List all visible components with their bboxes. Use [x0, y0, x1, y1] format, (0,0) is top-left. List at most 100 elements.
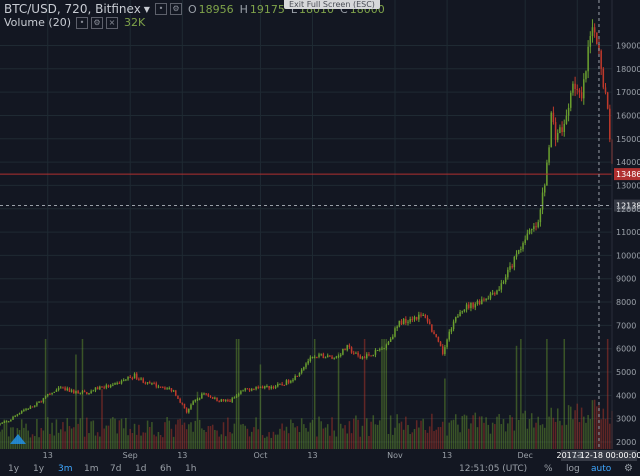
range-button-0[interactable]: 1y	[8, 464, 20, 474]
auto-toggle[interactable]: auto	[591, 464, 612, 474]
volume-bar	[513, 430, 516, 449]
volume-bar	[77, 423, 79, 449]
volume-bar	[125, 418, 127, 449]
volume-bar	[337, 352, 340, 449]
candle-body	[593, 27, 596, 33]
volume-bar	[426, 432, 429, 449]
candle-body	[300, 369, 303, 373]
candle-body	[305, 363, 307, 368]
settings-icon[interactable]: ⚙	[169, 3, 182, 15]
candle-body	[329, 355, 331, 357]
candle-body	[587, 46, 589, 72]
volume-bar	[470, 423, 472, 449]
volume-bar	[257, 429, 260, 449]
candle-body	[452, 321, 455, 330]
volume-bar	[452, 419, 455, 449]
close-icon[interactable]: ×	[106, 16, 118, 29]
volume-bar	[478, 416, 481, 449]
candle-body	[23, 409, 25, 411]
volume-bar	[309, 422, 312, 449]
volume-bar	[151, 422, 153, 449]
symbol-label[interactable]: BTC/USD, 720, Bitfinex	[4, 2, 141, 16]
candle-body	[576, 88, 579, 91]
candle-body	[522, 242, 524, 250]
candle-body	[283, 384, 286, 386]
percent-toggle[interactable]: %	[544, 464, 553, 474]
volume-bar	[535, 422, 537, 449]
settings-icon[interactable]: ⚙	[91, 16, 103, 29]
time-axis[interactable]: 13 Sep 13 Oct 13 Nov 13 Dec 13	[43, 451, 583, 460]
candle-body	[29, 406, 32, 409]
range-button-7d[interactable]: 7d	[110, 464, 122, 474]
log-toggle[interactable]: log	[566, 464, 580, 474]
range-button-1h[interactable]: 1h	[185, 464, 197, 474]
candle-body	[57, 387, 60, 391]
candle-body	[0, 423, 1, 425]
candle-body	[235, 395, 238, 398]
candle-body	[296, 375, 299, 377]
candle-body	[376, 350, 379, 352]
candle-body	[257, 387, 260, 389]
volume-bar	[413, 429, 416, 449]
range-button-3m[interactable]: 3m	[58, 464, 73, 474]
eye-icon[interactable]: •	[154, 3, 167, 15]
candle-body	[75, 391, 77, 394]
volume-bar	[270, 437, 273, 449]
candle-body	[86, 392, 88, 395]
volume-label[interactable]: Volume (20)	[4, 16, 71, 29]
volume-bar	[554, 421, 557, 449]
volume-bar	[157, 431, 160, 449]
volume-bar	[342, 428, 344, 449]
volume-bar	[565, 424, 568, 449]
gear-icon[interactable]: ⚙	[624, 463, 633, 474]
candle-body	[596, 32, 598, 45]
volume-bar	[133, 423, 136, 449]
price-axis[interactable]: 2000 3000 4000 5000 6000 7000 8000 9000 10000 110…	[611, 0, 640, 449]
candle-body	[146, 382, 149, 384]
candle-body	[363, 357, 366, 359]
candle-body	[385, 344, 388, 349]
candle-body	[101, 386, 103, 388]
range-button-1m[interactable]: 1m	[84, 464, 99, 474]
candle-body	[541, 192, 544, 210]
volume-bar	[524, 410, 526, 449]
candle-body	[294, 375, 296, 380]
candle-body	[53, 391, 56, 393]
candle-body	[431, 324, 433, 332]
overlays: 13486 12138 2017-12-18 00:00:00	[0, 0, 640, 461]
candle-body	[64, 387, 66, 391]
volume-bar	[494, 424, 496, 449]
volume-bar	[389, 415, 392, 449]
volume-bar	[454, 414, 457, 449]
candle-body	[20, 410, 23, 414]
y-tick-label: 19000	[616, 41, 640, 50]
eye-icon[interactable]: •	[76, 16, 88, 29]
candle-body	[266, 386, 268, 388]
candle-body	[133, 373, 136, 379]
candle-body	[463, 309, 466, 312]
range-button-1d[interactable]: 1d	[135, 464, 147, 474]
volume-bar	[522, 413, 524, 449]
volume-bar	[209, 426, 212, 449]
volume-bar	[148, 426, 151, 449]
volume-bar	[10, 427, 12, 449]
range-button-6h[interactable]: 6h	[160, 464, 172, 474]
candle-body	[418, 314, 420, 320]
volume-bar	[135, 434, 138, 449]
candle-body	[151, 383, 153, 385]
volume-bar	[398, 423, 401, 449]
chevron-down-icon[interactable]: ▼	[143, 4, 150, 14]
volume-bar	[448, 422, 450, 449]
candle-body	[539, 209, 542, 223]
volume-bar	[283, 430, 286, 449]
candle-body	[122, 379, 125, 381]
candle-body	[580, 92, 583, 99]
candle-body	[116, 382, 118, 384]
volume-bar	[38, 437, 40, 449]
volume-bar	[357, 419, 359, 449]
volume-bar	[422, 418, 424, 449]
volume-bar	[528, 418, 531, 449]
range-button-1[interactable]: 1y	[33, 464, 45, 474]
candle-body	[415, 317, 418, 320]
